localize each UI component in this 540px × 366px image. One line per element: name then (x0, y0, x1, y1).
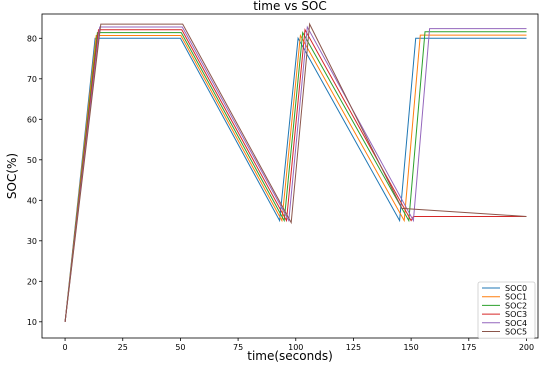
y-axis-ticks: 10 20 30 40 50 60 70 80 (27, 34, 42, 327)
y-tick-label: 60 (27, 115, 37, 124)
chart-title: time vs SOC (253, 0, 327, 13)
y-tick-label: 30 (27, 237, 37, 246)
x-tick-label: 200 (519, 343, 534, 352)
y-tick-label: 40 (27, 196, 37, 205)
series-line-soc0 (64, 36, 527, 322)
x-axis-ticks: 0 25 50 75 100 125 150 175 200 (63, 338, 534, 352)
x-tick-label: 125 (346, 343, 361, 352)
legend-entry: SOC1 (505, 293, 527, 302)
y-tick-label: 50 (27, 156, 37, 165)
legend-entry: SOC3 (505, 310, 527, 319)
x-tick-label: 50 (175, 343, 185, 352)
x-tick-label: 25 (118, 343, 128, 352)
legend-entry: SOC0 (505, 284, 527, 293)
series-lines (64, 22, 527, 322)
plot-frame (41, 13, 539, 339)
series-line-soc3 (64, 28, 527, 322)
y-tick-label: 80 (27, 34, 37, 43)
x-tick-label: 175 (461, 343, 476, 352)
y-axis-label: SOC(%) (5, 153, 19, 199)
y-tick-label: 70 (27, 75, 37, 84)
series-line-soc1 (64, 33, 527, 322)
y-tick-label: 20 (27, 277, 37, 286)
legend-entry: SOC2 (505, 301, 527, 310)
x-tick-label: 75 (233, 343, 243, 352)
series-line-soc2 (64, 30, 527, 322)
x-tick-label: 100 (288, 343, 303, 352)
legend-box (477, 281, 536, 339)
y-tick-label: 10 (27, 318, 37, 327)
series-line-soc5 (64, 22, 527, 322)
legend-entry: SOC4 (505, 319, 527, 328)
x-axis-label: time(seconds) (247, 349, 333, 363)
x-tick-label: 150 (403, 343, 418, 352)
legend-entry: SOC5 (505, 328, 527, 337)
series-line-soc4 (64, 25, 527, 322)
x-tick-label: 0 (63, 343, 68, 352)
